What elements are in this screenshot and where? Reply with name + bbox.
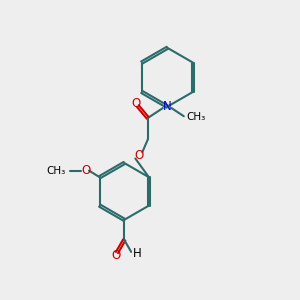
Text: N: N: [163, 100, 172, 113]
Text: O: O: [131, 97, 140, 110]
Text: H: H: [133, 247, 141, 260]
Text: O: O: [134, 148, 143, 161]
Text: CH₃: CH₃: [186, 112, 206, 122]
Text: O: O: [81, 164, 90, 177]
Text: O: O: [111, 250, 120, 262]
Text: CH₃: CH₃: [46, 166, 65, 176]
